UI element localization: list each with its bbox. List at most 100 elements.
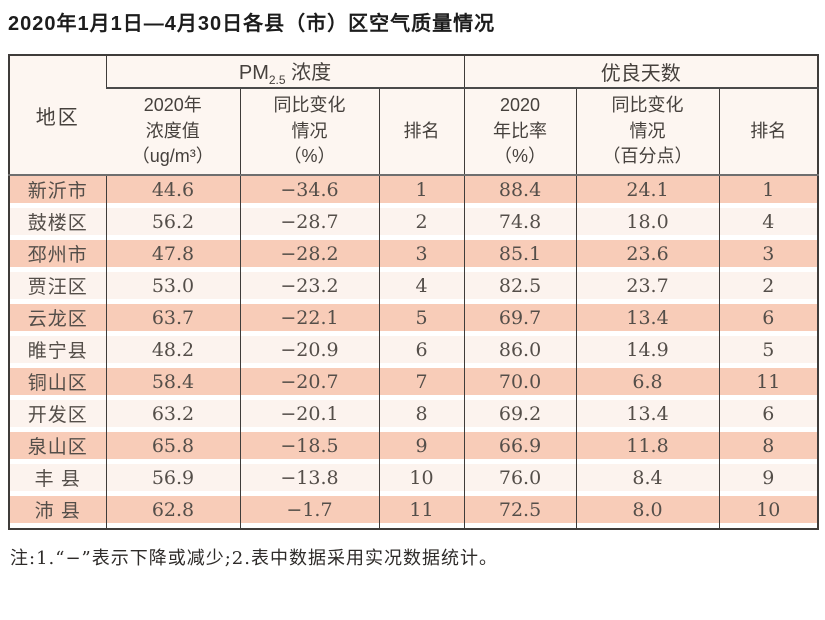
pm-value-cell: 56.2 — [105, 208, 240, 240]
days-rank-cell: 9 — [718, 464, 819, 496]
table-row: 邳州市 47.8 −28.2 3 85.1 23.6 3 — [9, 240, 819, 272]
pm-change-cell: −20.1 — [239, 400, 379, 432]
pm-value-cell: 56.9 — [105, 464, 240, 496]
days-rate-cell: 69.2 — [463, 400, 577, 432]
pm25-label-prefix: PM — [238, 62, 269, 84]
pm-change-cell: −20.7 — [239, 368, 379, 400]
days-change-cell: 24.1 — [575, 175, 720, 208]
days-rank-cell: 11 — [718, 368, 819, 400]
days-change-cell: 13.4 — [575, 304, 720, 336]
page-title: 2020年1月1日—4月30日各县（市）区空气质量情况 — [8, 13, 496, 35]
pm-value-cell: 53.0 — [105, 272, 240, 304]
days-rate-cell: 85.1 — [463, 240, 577, 272]
days-change-cell: 18.0 — [575, 208, 720, 240]
days-rate-cell: 70.0 — [463, 368, 577, 400]
pm-change-cell: −1.7 — [239, 496, 379, 529]
pm-change-cell: −28.7 — [239, 208, 379, 240]
pm-value-cell: 63.7 — [105, 304, 240, 336]
pm-change-cell: −28.2 — [239, 240, 379, 272]
days-rate-cell: 88.4 — [463, 175, 577, 208]
table-row: 铜山区 58.4 −20.7 7 70.0 6.8 11 — [9, 368, 819, 400]
table-row: 睢宁县 48.2 −20.9 6 86.0 14.9 5 — [9, 336, 819, 368]
table-row: 贾汪区 53.0 −23.2 4 82.5 23.7 2 — [9, 272, 819, 304]
days-rank-cell: 6 — [718, 304, 819, 336]
days-rate-column-header: 2020 年比率 （%） — [463, 88, 577, 176]
days-rate-cell: 82.5 — [463, 272, 577, 304]
region-cell: 云龙区 — [9, 304, 106, 336]
pm-rank-cell: 7 — [378, 368, 465, 400]
days-change-cell: 8.0 — [575, 496, 720, 529]
pm-value-column-header: 2020年 浓度值 （ug/m³） — [106, 88, 240, 176]
table-row: 鼓楼区 56.2 −28.7 2 74.8 18.0 4 — [9, 208, 819, 240]
table-row: 开发区 63.2 −20.1 8 69.2 13.4 6 — [9, 400, 819, 432]
days-change-cell: 14.9 — [575, 336, 720, 368]
days-change-column-header: 同比变化 情况 （百分点） — [575, 88, 720, 176]
pm-change-cell: −13.8 — [239, 464, 379, 496]
pm-change-cell: −20.9 — [239, 336, 379, 368]
table-row: 云龙区 63.7 −22.1 5 69.7 13.4 6 — [9, 304, 819, 336]
group-header-row: 地区 PM2.5 浓度 优良天数 — [9, 55, 819, 176]
pm-rank-column-header: 排名 — [378, 88, 465, 176]
pm-rank-cell: 6 — [378, 336, 465, 368]
pm-value-cell: 47.8 — [105, 240, 240, 272]
region-cell: 丰 县 — [9, 464, 106, 496]
pm-change-cell: −18.5 — [239, 432, 379, 464]
days-rate-cell: 86.0 — [463, 336, 577, 368]
pm-change-cell: −22.1 — [239, 304, 379, 336]
pm-rank-cell: 5 — [378, 304, 465, 336]
days-change-cell: 11.8 — [575, 432, 720, 464]
pm-rank-cell: 4 — [378, 272, 465, 304]
pm-value-cell: 63.2 — [105, 400, 240, 432]
table-body: 新沂市 44.6 −34.6 1 88.4 24.1 1 鼓楼区 56.2 −28.7 2 74.8 1… — [9, 175, 819, 529]
pm25-group-header: PM2.5 浓度 — [105, 55, 465, 89]
page: 2020年1月1日—4月30日各县（市）区空气质量情况 地区 PM2.5 浓度 … — [8, 13, 820, 569]
region-cell: 开发区 — [9, 400, 106, 432]
days-rank-cell: 1 — [718, 175, 819, 208]
region-cell: 邳州市 — [9, 240, 106, 272]
region-column-header: 地区 — [9, 55, 106, 176]
days-rate-cell: 74.8 — [463, 208, 577, 240]
days-rank-cell: 8 — [718, 432, 819, 464]
days-change-cell: 23.7 — [575, 272, 720, 304]
pm-value-cell: 58.4 — [105, 368, 240, 400]
sub-header-row: 2020年 浓度值 （ug/m³） 同比变化 情况 （%） 排名 2020 年比… — [9, 88, 819, 176]
pm-value-cell: 65.8 — [105, 432, 240, 464]
region-cell: 泉山区 — [9, 432, 106, 464]
days-change-cell: 23.6 — [575, 240, 720, 272]
days-rate-cell: 72.5 — [463, 496, 577, 529]
pm25-label-subscript: 2.5 — [268, 73, 286, 87]
region-cell: 沛 县 — [9, 496, 106, 529]
table-row: 泉山区 65.8 −18.5 9 66.9 11.8 8 — [9, 432, 819, 464]
region-cell: 睢宁县 — [9, 336, 106, 368]
table-row: 沛 县 62.8 −1.7 11 72.5 8.0 10 — [9, 496, 819, 529]
pm-change-column-header: 同比变化 情况 （%） — [239, 88, 379, 176]
days-change-cell: 6.8 — [575, 368, 720, 400]
region-cell: 新沂市 — [9, 175, 106, 208]
region-cell: 贾汪区 — [9, 272, 106, 304]
days-rank-cell: 3 — [718, 240, 819, 272]
air-quality-table: 地区 PM2.5 浓度 优良天数 2020年 浓度值 （ug/m³） 同比变化 … — [8, 54, 820, 530]
days-rate-cell: 69.7 — [463, 304, 577, 336]
pm-rank-cell: 1 — [378, 175, 465, 208]
days-rank-cell: 6 — [718, 400, 819, 432]
days-rank-cell: 5 — [718, 336, 819, 368]
table-row: 丰 县 56.9 −13.8 10 76.0 8.4 9 — [9, 464, 819, 496]
table-header: 地区 PM2.5 浓度 优良天数 2020年 浓度值 （ug/m³） 同比变化 … — [9, 55, 819, 176]
pm25-label-suffix: 浓度 — [285, 62, 332, 84]
days-change-cell: 8.4 — [575, 464, 720, 496]
pm-rank-cell: 8 — [378, 400, 465, 432]
table-row: 新沂市 44.6 −34.6 1 88.4 24.1 1 — [9, 175, 819, 208]
days-change-cell: 13.4 — [575, 400, 720, 432]
pm-rank-cell: 10 — [378, 464, 465, 496]
pm-change-cell: −23.2 — [239, 272, 379, 304]
pm-value-cell: 62.8 — [105, 496, 240, 529]
days-rank-column-header: 排名 — [718, 88, 819, 176]
region-cell: 鼓楼区 — [9, 208, 106, 240]
days-rate-cell: 66.9 — [463, 432, 577, 464]
days-rank-cell: 4 — [718, 208, 819, 240]
pm-value-cell: 44.6 — [105, 175, 240, 208]
footnote: 注:1.“−”表示下降或减少;2.表中数据采用实况数据统计。 — [10, 548, 498, 569]
pm-rank-cell: 3 — [378, 240, 465, 272]
pm-change-cell: −34.6 — [239, 175, 379, 208]
days-rate-cell: 76.0 — [463, 464, 577, 496]
